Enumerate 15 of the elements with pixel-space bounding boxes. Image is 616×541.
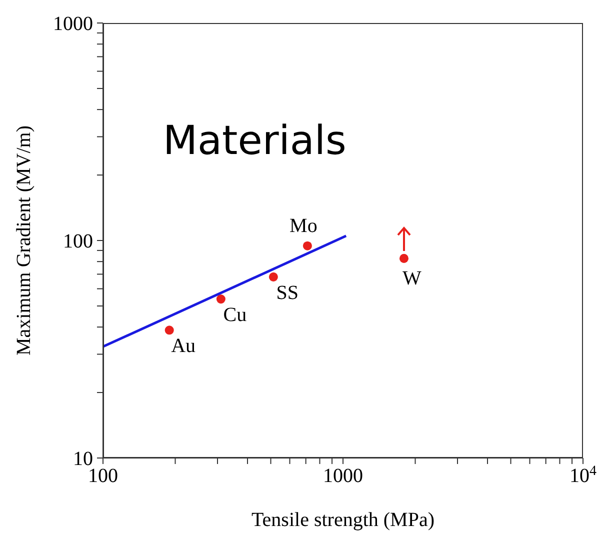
annotation: Cu [223,304,247,326]
annotation: W [402,267,422,290]
annotation: Materials [163,118,346,164]
annotation: SS [276,282,299,304]
y-tick-label: 1000 [53,13,93,35]
annotation: Mo [290,214,318,237]
x-tick-label: 10$^{4}$ [570,464,596,487]
point [216,294,226,304]
annotation: Au [171,335,196,358]
y-axis-title: Maximum Gradient (MV/m) [13,126,36,356]
x-axis-title: Tensile strength (MPa) [251,509,435,531]
point [268,272,278,282]
point [164,326,174,335]
x-tick-label: 1000 [323,465,363,487]
y-tick-label: 100 [63,230,93,252]
